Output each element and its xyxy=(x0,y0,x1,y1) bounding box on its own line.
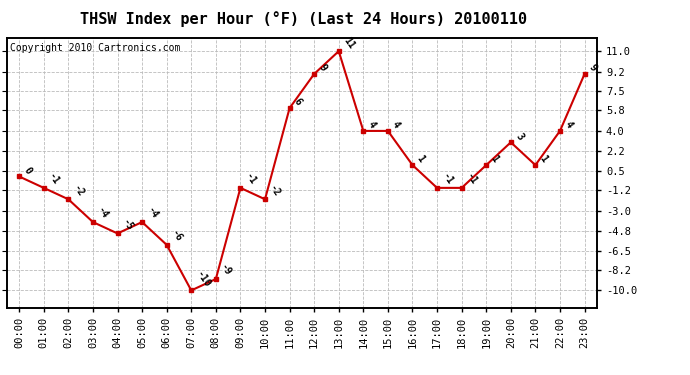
Text: -1: -1 xyxy=(46,172,61,187)
Text: 4: 4 xyxy=(562,120,574,130)
Text: -5: -5 xyxy=(120,217,135,232)
Text: 6: 6 xyxy=(292,97,304,107)
Text: 9: 9 xyxy=(317,63,328,73)
Text: 11: 11 xyxy=(341,35,356,50)
Text: 0: 0 xyxy=(21,165,33,176)
Text: -1: -1 xyxy=(243,172,258,187)
Text: -6: -6 xyxy=(169,229,184,244)
Text: THSW Index per Hour (°F) (Last 24 Hours) 20100110: THSW Index per Hour (°F) (Last 24 Hours)… xyxy=(80,11,527,27)
Text: -2: -2 xyxy=(71,183,86,198)
Text: -4: -4 xyxy=(95,206,110,221)
Text: 3: 3 xyxy=(513,131,525,141)
Text: -4: -4 xyxy=(145,206,159,221)
Text: 4: 4 xyxy=(391,120,402,130)
Text: -10: -10 xyxy=(194,269,212,290)
Text: -1: -1 xyxy=(464,172,479,187)
Text: -9: -9 xyxy=(218,263,233,278)
Text: -1: -1 xyxy=(440,172,455,187)
Text: 1: 1 xyxy=(538,154,549,164)
Text: 4: 4 xyxy=(366,120,377,130)
Text: 1: 1 xyxy=(489,154,500,164)
Text: 9: 9 xyxy=(587,63,599,73)
Text: -2: -2 xyxy=(268,183,282,198)
Text: 1: 1 xyxy=(415,154,426,164)
Text: Copyright 2010 Cartronics.com: Copyright 2010 Cartronics.com xyxy=(10,43,180,53)
